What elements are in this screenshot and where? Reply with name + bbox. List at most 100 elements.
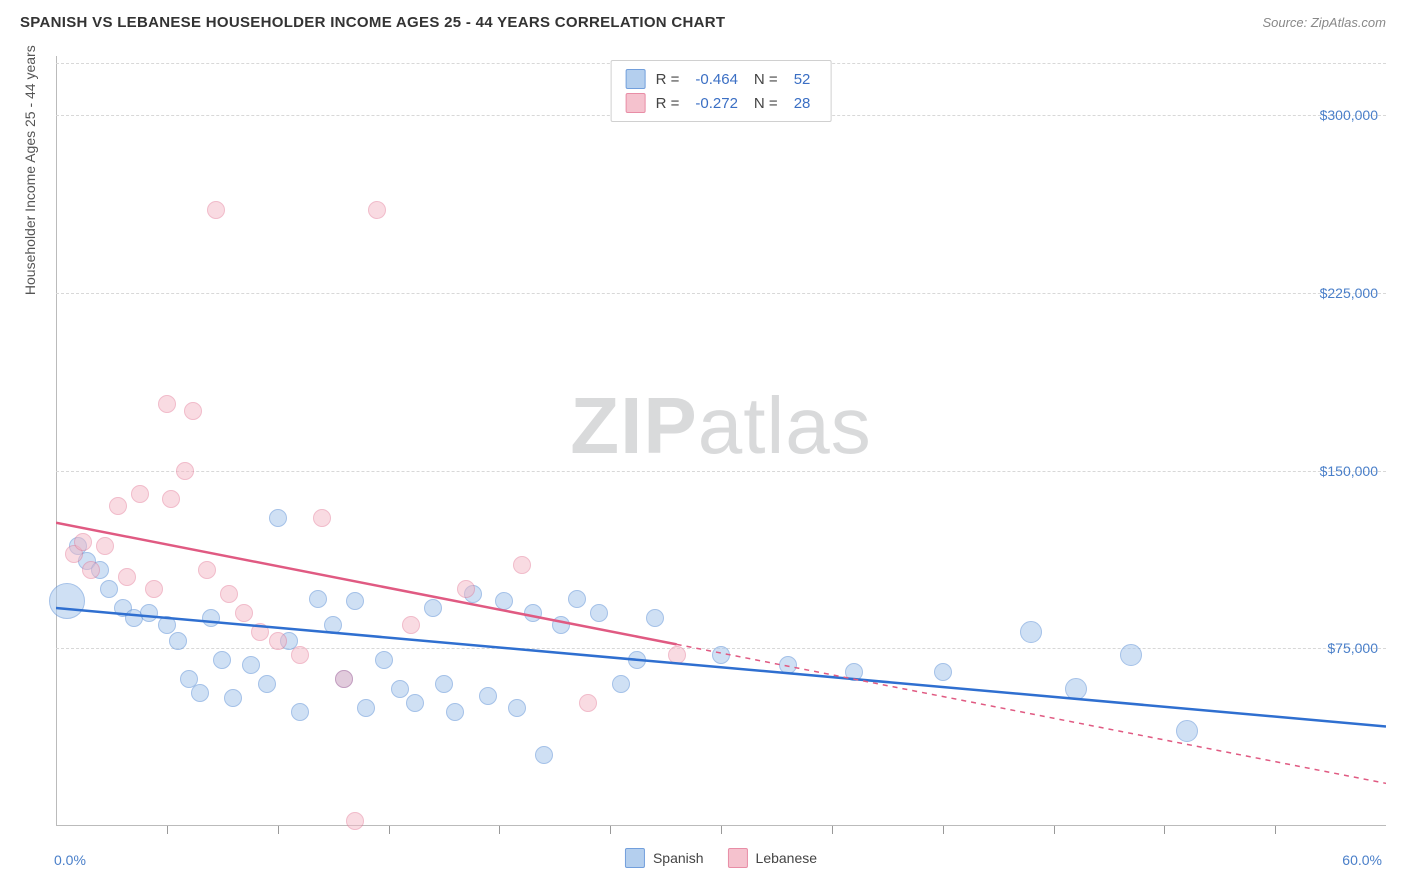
lebanese-point xyxy=(335,670,353,688)
lebanese-point xyxy=(184,402,202,420)
lebanese-point xyxy=(579,694,597,712)
lebanese-point xyxy=(74,533,92,551)
series-legend-item: Spanish xyxy=(625,848,704,868)
spanish-point xyxy=(435,675,453,693)
spanish-point xyxy=(712,646,730,664)
chart-title: SPANISH VS LEBANESE HOUSEHOLDER INCOME A… xyxy=(20,14,725,31)
y-axis xyxy=(56,56,57,826)
spanish-point xyxy=(309,590,327,608)
lebanese-point xyxy=(513,556,531,574)
spanish-point xyxy=(391,680,409,698)
lebanese-point xyxy=(207,201,225,219)
spanish-point xyxy=(495,592,513,610)
lebanese-point xyxy=(158,395,176,413)
x-tick xyxy=(721,826,722,834)
spanish-point xyxy=(324,616,342,634)
x-tick xyxy=(278,826,279,834)
series-legend-label: Spanish xyxy=(653,850,704,866)
spanish-point xyxy=(202,609,220,627)
spanish-point xyxy=(140,604,158,622)
lebanese-point xyxy=(118,568,136,586)
chart-area: ZIPatlas $75,000$150,000$225,000$300,000… xyxy=(56,56,1386,826)
legend-n-value: 52 xyxy=(788,71,817,88)
scatter-plot: $75,000 $150,000 $225,000 $300,000 xyxy=(56,56,1386,826)
lebanese-point xyxy=(176,462,194,480)
spanish-point xyxy=(158,616,176,634)
spanish-point xyxy=(100,580,118,598)
spanish-point xyxy=(424,599,442,617)
spanish-point xyxy=(169,632,187,650)
lebanese-point xyxy=(402,616,420,634)
legend-n-value: 28 xyxy=(788,95,817,112)
lebanese-point xyxy=(291,646,309,664)
spanish-point xyxy=(934,663,952,681)
spanish-point xyxy=(552,616,570,634)
legend-row: R = -0.272 N = 28 xyxy=(626,91,817,115)
lebanese-point xyxy=(82,561,100,579)
spanish-point xyxy=(479,687,497,705)
x-tick xyxy=(832,826,833,834)
lebanese-point xyxy=(162,490,180,508)
x-tick xyxy=(389,826,390,834)
source-attribution: Source: ZipAtlas.com xyxy=(1262,15,1386,30)
legend-row: R =-0.464N =52 xyxy=(626,67,817,91)
spanish-point xyxy=(628,651,646,669)
legend-r-value: -0.272 xyxy=(689,95,744,112)
spanish-point xyxy=(612,675,630,693)
spanish-point xyxy=(590,604,608,622)
gridline xyxy=(56,293,1386,294)
lebanese-point xyxy=(96,537,114,555)
spanish-point xyxy=(406,694,424,712)
spanish-point xyxy=(346,592,364,610)
x-tick xyxy=(1054,826,1055,834)
lebanese-point xyxy=(131,485,149,503)
spanish-point xyxy=(1120,644,1142,666)
spanish-point xyxy=(224,689,242,707)
y-tick-label: $75,000 xyxy=(1327,640,1378,656)
spanish-point xyxy=(49,583,85,619)
x-tick xyxy=(1164,826,1165,834)
x-tick xyxy=(610,826,611,834)
y-axis-title: Householder Income Ages 25 - 44 years xyxy=(22,45,38,295)
lebanese-point xyxy=(235,604,253,622)
lebanese-point xyxy=(109,497,127,515)
lebanese-point xyxy=(457,580,475,598)
correlation-legend: R = -0.464 N = 52 R = -0.272 N = 28 xyxy=(611,60,832,122)
lebanese-point xyxy=(269,632,287,650)
series-legend-item: Lebanese xyxy=(728,848,818,868)
y-tick-label: $225,000 xyxy=(1320,285,1378,301)
spanish-point xyxy=(357,699,375,717)
spanish-point xyxy=(508,699,526,717)
x-min-label: 0.0% xyxy=(54,852,86,868)
spanish-point xyxy=(242,656,260,674)
series-legend-label: Lebanese xyxy=(756,850,818,866)
legend-n-label: N = xyxy=(754,95,778,112)
x-tick xyxy=(167,826,168,834)
legend-swatch xyxy=(626,93,646,113)
spanish-point xyxy=(535,746,553,764)
spanish-point xyxy=(1020,621,1042,643)
lebanese-point xyxy=(313,509,331,527)
lebanese-point xyxy=(668,646,686,664)
spanish-point xyxy=(446,703,464,721)
legend-r-value: -0.464 xyxy=(689,71,744,88)
spanish-point xyxy=(779,656,797,674)
spanish-point xyxy=(1176,720,1198,742)
legend-r-label: R = xyxy=(656,71,680,88)
y-tick-label: $150,000 xyxy=(1320,463,1378,479)
y-tick-label: $300,000 xyxy=(1320,107,1378,123)
spanish-point xyxy=(1065,678,1087,700)
lebanese-point xyxy=(145,580,163,598)
spanish-point xyxy=(845,663,863,681)
legend-swatch xyxy=(625,848,645,868)
spanish-point xyxy=(568,590,586,608)
x-max-label: 60.0% xyxy=(1342,852,1382,868)
lebanese-point xyxy=(368,201,386,219)
spanish-point xyxy=(269,509,287,527)
spanish-point xyxy=(375,651,393,669)
lebanese-point xyxy=(346,812,364,830)
lebanese-point xyxy=(220,585,238,603)
legend-r-label: R = xyxy=(656,95,680,112)
spanish-point xyxy=(524,604,542,622)
lebanese-point xyxy=(198,561,216,579)
